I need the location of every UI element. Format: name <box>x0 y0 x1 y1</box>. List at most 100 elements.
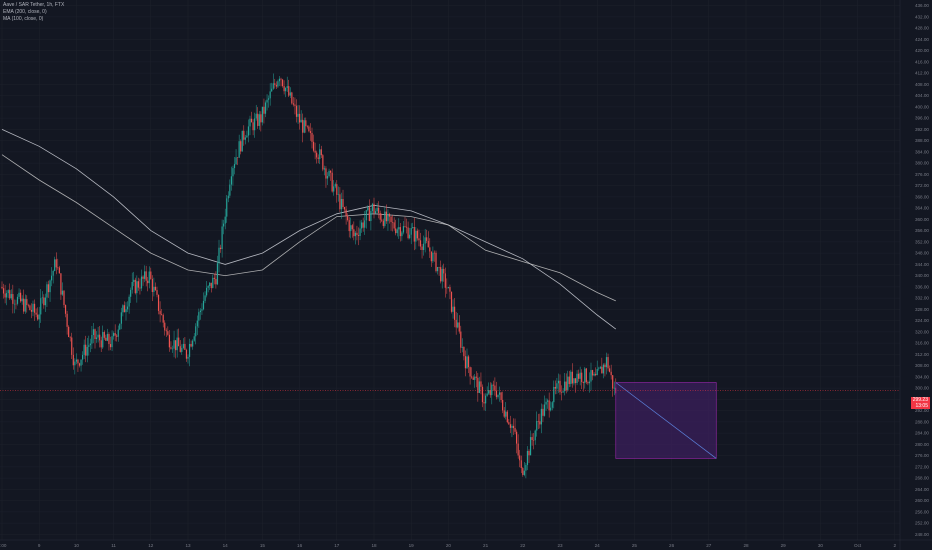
candle-body <box>401 232 403 237</box>
candle-body <box>464 356 467 369</box>
price-tick-label: 348.00 <box>915 251 929 256</box>
candle-body <box>30 309 33 312</box>
price-tick-label: 356.00 <box>915 228 929 233</box>
candle-body <box>16 296 19 304</box>
candle-body <box>91 334 93 344</box>
candle-body <box>427 240 429 248</box>
candle-body <box>551 402 553 408</box>
candle-body <box>405 226 408 228</box>
candle-body <box>585 368 587 383</box>
candle-body <box>109 344 112 348</box>
candle-body <box>326 176 329 179</box>
candle-body <box>61 290 64 295</box>
candle-body <box>66 313 68 327</box>
price-tick-label: 304.00 <box>915 374 929 379</box>
forecast-drawing[interactable] <box>615 382 717 459</box>
candle-body <box>68 326 70 338</box>
candle-body <box>587 382 589 384</box>
candle-body <box>519 455 521 461</box>
candle-body <box>210 282 212 289</box>
candle-body <box>125 309 127 313</box>
candle-body <box>336 184 338 195</box>
candle-body <box>548 400 550 411</box>
candle-body <box>188 343 191 357</box>
candle-body <box>72 354 74 366</box>
candle-body <box>139 287 141 289</box>
time-tick-label: Oct <box>854 543 862 548</box>
candle-body <box>595 373 597 376</box>
symbol-title[interactable]: Aave / SAR Tether, 1h, FTX <box>3 2 65 8</box>
candle-body <box>460 331 462 348</box>
candle-body <box>218 247 220 264</box>
candle-body <box>126 306 129 310</box>
candle-body <box>357 235 360 236</box>
time-tick-label: 17 <box>334 543 340 548</box>
candle-body <box>370 210 372 221</box>
candle-body <box>204 295 206 301</box>
candle-body <box>167 331 169 335</box>
candle-body <box>467 356 470 368</box>
candle-body <box>387 213 389 222</box>
candle-body <box>529 437 532 456</box>
candle-body <box>221 226 223 250</box>
price-tick-label: 364.00 <box>915 206 929 211</box>
candle-body <box>424 237 426 244</box>
price-tick-label: 332.00 <box>915 296 929 301</box>
candle-body <box>576 373 578 384</box>
candle-body <box>148 271 150 284</box>
candle-body <box>80 359 82 366</box>
time-tick-label: 30 <box>818 543 824 548</box>
candle-body <box>201 309 203 311</box>
candle-body <box>281 79 284 87</box>
candle-body <box>117 329 119 337</box>
candle-body <box>559 380 561 393</box>
candle-body <box>382 220 384 226</box>
candle-body <box>165 330 167 332</box>
time-tick-label: 28 <box>743 543 749 548</box>
ema-200-line <box>1 129 617 330</box>
ma-legend[interactable]: MA (100, close, 0) <box>3 16 44 22</box>
price-axis[interactable]: 436.00 432.00 428.00 424.00 420.00 416.00 412.… <box>899 0 929 550</box>
candle-body <box>280 78 282 80</box>
price-tick-label: 424.00 <box>915 37 929 42</box>
ema-legend[interactable]: EMA (200, close, 0) <box>3 9 47 15</box>
candle-body <box>423 243 425 251</box>
candle-body <box>361 222 363 229</box>
candle-body <box>534 430 536 441</box>
candle-body <box>337 194 339 195</box>
candle-body <box>547 400 549 402</box>
candle-body <box>325 168 327 179</box>
candle-body <box>86 346 88 356</box>
candle-body <box>347 216 349 221</box>
candle-body <box>452 306 454 312</box>
candle-body <box>516 431 518 444</box>
candle-body <box>340 198 343 210</box>
candle-body <box>156 290 158 295</box>
candle-body <box>266 99 268 103</box>
candle-body <box>610 371 612 376</box>
price-tick-label: 316.00 <box>915 341 929 346</box>
candle-body <box>145 271 147 281</box>
time-tick-label: 23 <box>557 543 563 548</box>
candle-body <box>179 346 181 352</box>
candle-body <box>392 222 394 223</box>
candle-body <box>523 470 525 475</box>
forecast-trend-line <box>615 382 717 459</box>
price-tick-label: 420.00 <box>915 48 929 53</box>
last-price-label: 299.23 13:05 <box>910 397 930 409</box>
candle-body <box>175 340 177 351</box>
candle-body <box>54 259 56 271</box>
candle-body <box>241 130 243 152</box>
candle-body <box>430 251 432 262</box>
time-tick-label: 13 <box>185 543 191 548</box>
candle-body <box>388 213 391 217</box>
candle-body <box>95 337 98 339</box>
candle-body <box>277 81 279 87</box>
candle-body <box>525 465 527 471</box>
candle-body <box>94 329 96 339</box>
price-tick-label: 432.00 <box>915 14 929 19</box>
time-axis[interactable]: 0:00 9 10 11 12 13 14 15 16 17 18 19 20 21 22 23 24 25 26 2… <box>0 539 932 548</box>
candle-body <box>419 240 422 247</box>
